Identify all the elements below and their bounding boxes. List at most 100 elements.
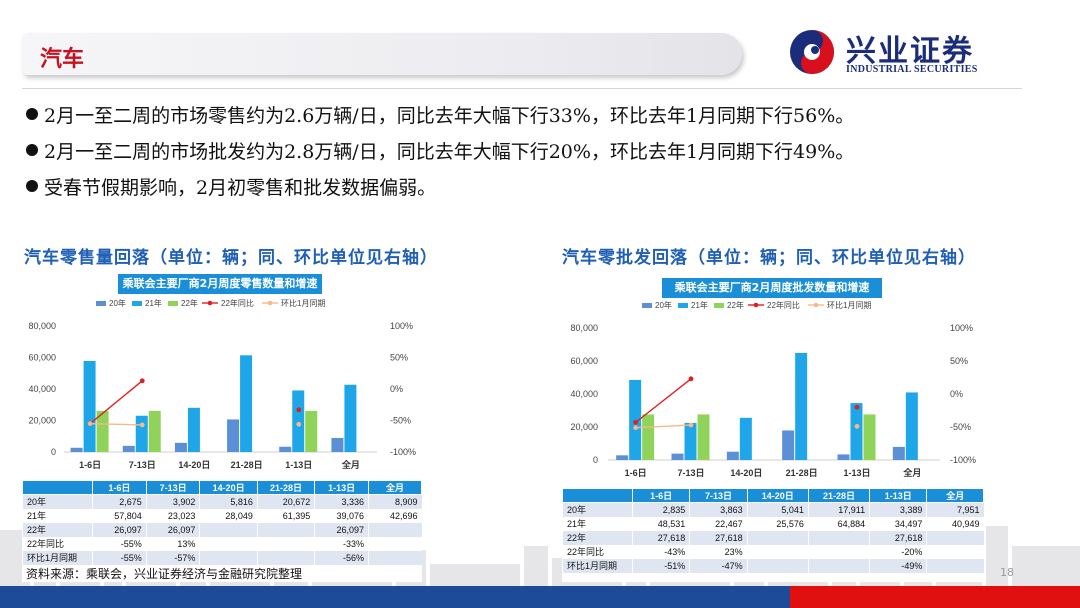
table-header-cell: 1-13日	[869, 488, 928, 503]
bar-21年	[187, 407, 200, 452]
table-cell	[746, 530, 809, 545]
y2-axis-tick-label: -50%	[390, 416, 411, 426]
bullet-text: 受春节假期影响，2月初零售和批发数据偏弱。	[44, 176, 437, 199]
table-cell: 27,618	[631, 530, 690, 545]
table-cell	[367, 522, 422, 537]
legend-label: 20年	[109, 298, 126, 308]
table-header-cell: 全月	[926, 488, 984, 503]
table-row-label: 21年	[22, 508, 93, 523]
bar-22年	[697, 414, 710, 460]
slide-title-bar: 汽车	[22, 33, 742, 75]
y-axis-tick-label: 60,000	[28, 353, 56, 363]
bar-21年	[135, 415, 148, 452]
table-cell	[926, 558, 984, 573]
legend-label: 21年	[691, 300, 708, 310]
legend-swatch	[714, 303, 724, 308]
bullet-dot-icon	[26, 180, 38, 192]
table-row-label: 22年	[22, 522, 93, 537]
table-row: 20年 2,675 3,902 5,816 20,672 3,336 8,909	[22, 494, 422, 509]
legend-swatch-marker	[753, 302, 759, 308]
table-header-row: 1-6日 7-13日 14-20日 21-28日 1-13日 全月	[562, 488, 984, 503]
y2-axis-tick-label: 100%	[390, 321, 413, 331]
table-cell: -57%	[145, 550, 200, 565]
legend-label: 22年同比	[767, 300, 800, 310]
x-axis-category-label: 全月	[902, 467, 921, 478]
table-row-label: 环比1月同期	[22, 550, 93, 565]
series-line-22年同比	[635, 378, 692, 423]
legend-label: 22年同比	[221, 298, 254, 308]
table-row-label: 20年	[22, 494, 93, 509]
table-row: 环比1月同期 -51% -47% -49%	[562, 558, 984, 573]
series-point-环比1月同期	[139, 422, 145, 428]
y-axis-tick-label: 40,000	[570, 389, 598, 399]
bar-20年	[174, 442, 187, 452]
legend-swatch	[168, 301, 178, 306]
legend-label: 22年	[727, 300, 744, 310]
y-axis-tick-label: 40,000	[28, 384, 56, 394]
table-cell: 5,816	[199, 494, 258, 509]
bullet-dot-icon	[26, 144, 38, 156]
table-cell	[199, 536, 258, 551]
retail-data-table: 1-6日 7-13日 14-20日 21-28日 1-13日 全月 20年 2,675 3,90…	[22, 480, 422, 565]
table-cell: 26,097	[92, 522, 147, 537]
legend-swatch	[96, 301, 106, 306]
table-header-cell	[562, 488, 633, 503]
table-header-row: 1-6日 7-13日 14-20日 21-28日 1-13日 全月	[22, 480, 422, 495]
table-row-label: 22年	[562, 530, 633, 545]
table-row-label: 22年同比	[562, 544, 633, 559]
table-header-cell: 14-20日	[199, 480, 258, 495]
table-header-cell: 1-6日	[631, 488, 691, 503]
bar-21年	[240, 355, 253, 452]
table-cell: 23%	[689, 544, 748, 559]
series-point-22年同比	[296, 407, 302, 413]
table-cell: 40,949	[926, 516, 984, 531]
table-cell	[926, 530, 984, 545]
table-cell	[807, 530, 870, 545]
table-cell: -56%	[314, 550, 369, 565]
series-point-22年同比	[633, 419, 639, 425]
bullet-list: 2月一至二周的市场零售约为2.6万辆/日，同比去年大幅下行33%，环比去年1月同…	[26, 96, 1066, 204]
bar-20年	[616, 455, 629, 460]
table-cell	[807, 544, 870, 559]
y-axis-tick-label: 0	[593, 455, 598, 465]
table-cell: 20,672	[256, 494, 315, 509]
table-row: 22年 27,618 27,618 27,618	[562, 530, 984, 545]
bar-20年	[331, 437, 344, 452]
x-axis-category-label: 1-13日	[285, 460, 312, 470]
series-point-22年同比	[139, 378, 145, 384]
source-note: 资料来源：乘联会，兴业证券经济与金融研究院整理	[26, 567, 303, 581]
table-cell	[256, 550, 315, 565]
y2-axis-tick-label: 50%	[390, 353, 408, 363]
table-row: 21年 48,531 22,467 25,576 64,884 34,497 40,949	[562, 516, 984, 531]
table-cell: 17,911	[807, 502, 870, 517]
legend-swatch	[642, 303, 652, 308]
table-cell: -33%	[314, 536, 369, 551]
x-axis-category-label: 7-13日	[677, 468, 704, 478]
bar-21年	[739, 417, 752, 460]
table-cell: 27,618	[689, 530, 748, 545]
bar-20年	[671, 453, 684, 460]
y2-axis-tick-label: -100%	[950, 455, 976, 465]
y-axis-tick-label: 60,000	[570, 356, 598, 366]
series-line-环比1月同期	[90, 422, 143, 426]
table-cell: 57,804	[92, 508, 147, 523]
x-axis-category-label: 全月	[341, 459, 360, 470]
table-cell: 3,389	[869, 502, 927, 517]
bar-20年	[837, 454, 850, 460]
x-axis-category-label: 1-6日	[79, 460, 101, 470]
bullet-text: 2月一至二周的市场零售约为2.6万辆/日，同比去年大幅下行33%，环比去年1月同…	[44, 104, 855, 127]
series-point-22年同比	[854, 404, 860, 410]
table-cell: 27,618	[869, 530, 927, 545]
slide-title: 汽车	[40, 47, 85, 72]
x-axis-category-label: 7-13日	[129, 460, 156, 470]
y2-axis-tick-label: 100%	[950, 323, 973, 333]
bullet-item: 2月一至二周的市场零售约为2.6万辆/日，同比去年大幅下行33%，环比去年1月同…	[26, 96, 1066, 132]
table-cell: 42,696	[367, 508, 422, 523]
x-axis-category-label: 1-13日	[843, 468, 870, 478]
bullet-text: 2月一至二周的市场批发约为2.8万辆/日，同比去年大幅下行20%，环比去年1月同…	[44, 140, 855, 163]
bullet-item: 2月一至二周的市场批发约为2.8万辆/日，同比去年大幅下行20%，环比去年1月同…	[26, 132, 1066, 168]
table-cell	[926, 544, 984, 559]
table-row-label: 20年	[562, 502, 633, 517]
retail-chart-plot: 0 20,000 40,000 60,000 80,000 -100% -50% 0% 50% 1…	[28, 298, 416, 470]
table-cell: -43%	[631, 544, 690, 559]
